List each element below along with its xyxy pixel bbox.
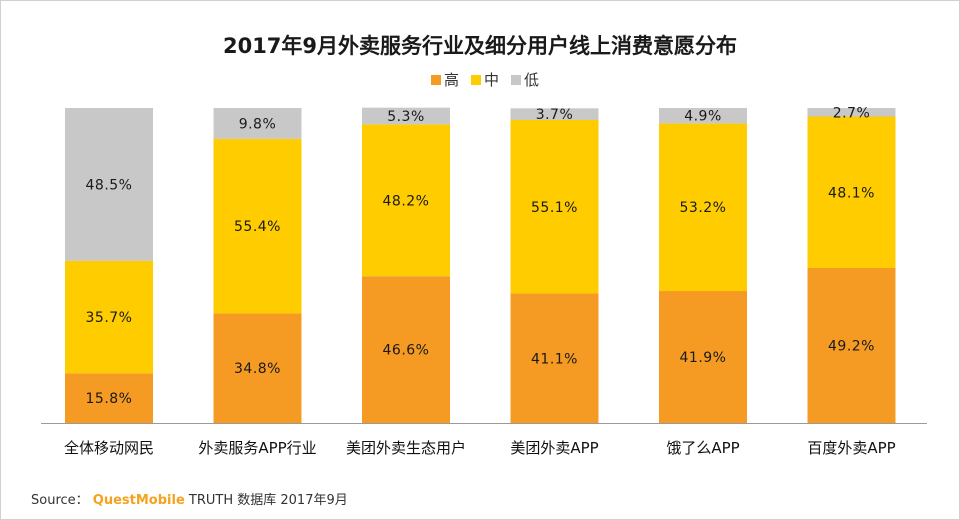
legend-label-2: 低 (524, 71, 539, 89)
chart-title: 2017年9月外卖服务行业及细分用户线上消费意愿分布 (223, 34, 737, 58)
legend-swatch-0 (431, 75, 441, 85)
legend-label-1: 中 (484, 71, 499, 89)
category-label-0: 全体移动网民 (64, 439, 154, 457)
bar-segment-4-0 (659, 291, 747, 423)
value-label-4-1: 53.2% (680, 200, 727, 216)
value-label-4-0: 41.9% (680, 350, 727, 366)
value-label-1-2: 9.8% (239, 116, 277, 132)
bar-segment-3-1 (510, 119, 599, 294)
value-label-4-2: 4.9% (684, 109, 722, 125)
bar-segment-0-1 (65, 260, 153, 374)
value-label-2-2: 5.3% (387, 109, 425, 125)
bar-segment-4-2 (659, 108, 747, 124)
category-labels: 全体移动网民 外卖服务APP行业 美团外卖生态用户 美团外卖APP 饿了么APP 百度外卖… (64, 439, 896, 457)
bar-segment-0-0 (65, 373, 153, 423)
bar-segment-5-0 (807, 268, 896, 423)
value-label-0-1: 35.7% (86, 310, 133, 326)
value-label-0-2: 48.5% (86, 177, 133, 193)
source-prefix: Source： (31, 493, 89, 508)
category-label-1: 外卖服务APP行业 (198, 439, 316, 457)
legend-label-0: 高 (444, 71, 459, 89)
bar-segment-2-0 (362, 276, 450, 423)
category-label-4: 饿了么APP (666, 439, 739, 457)
source-rest: TRUTH 数据库 2017年9月 (184, 493, 348, 508)
source-brand: QuestMobile (92, 493, 185, 508)
bar-segment-1-2 (213, 108, 302, 139)
value-label-3-2: 3.7% (536, 107, 574, 123)
source-note: Source： QuestMobile TRUTH 数据库 2017年9月 (31, 489, 348, 508)
bar-segment-4-1 (659, 123, 747, 292)
bar-segment-1-1 (213, 138, 302, 314)
value-label-3-0: 41.1% (531, 351, 578, 367)
legend-swatch-2 (511, 75, 521, 85)
value-labels: 15.8% 35.7% 48.5% 34.8% 55.4% 9.8% 46.6% 48.2% 5… (86, 105, 875, 407)
value-label-5-2: 2.7% (833, 105, 871, 121)
bar-segment-1-0 (213, 313, 302, 423)
value-label-5-1: 48.1% (828, 185, 875, 201)
bar-segment-2-2 (362, 107, 450, 125)
bar-segment-2-1 (362, 124, 450, 277)
value-label-2-0: 46.6% (383, 343, 430, 359)
category-label-3: 美团外卖APP (510, 439, 598, 457)
bar-segment-3-2 (510, 108, 599, 120)
value-label-1-0: 34.8% (234, 361, 281, 377)
value-label-3-1: 55.1% (531, 200, 578, 216)
bar-segment-0-2 (65, 108, 153, 261)
value-label-2-1: 48.2% (383, 193, 430, 209)
value-label-1-1: 55.4% (234, 219, 281, 235)
bar-segment-3-0 (510, 293, 599, 423)
bars (65, 107, 896, 423)
category-label-2: 美团外卖生态用户 (346, 439, 466, 457)
legend: 高中低 (431, 71, 539, 89)
value-label-0-0: 15.8% (86, 391, 133, 407)
legend-swatch-1 (471, 75, 481, 85)
bar-segment-5-2 (807, 108, 896, 117)
category-label-5: 百度外卖APP (807, 439, 895, 457)
value-label-5-0: 49.2% (828, 339, 875, 355)
bar-segment-5-1 (807, 116, 896, 269)
